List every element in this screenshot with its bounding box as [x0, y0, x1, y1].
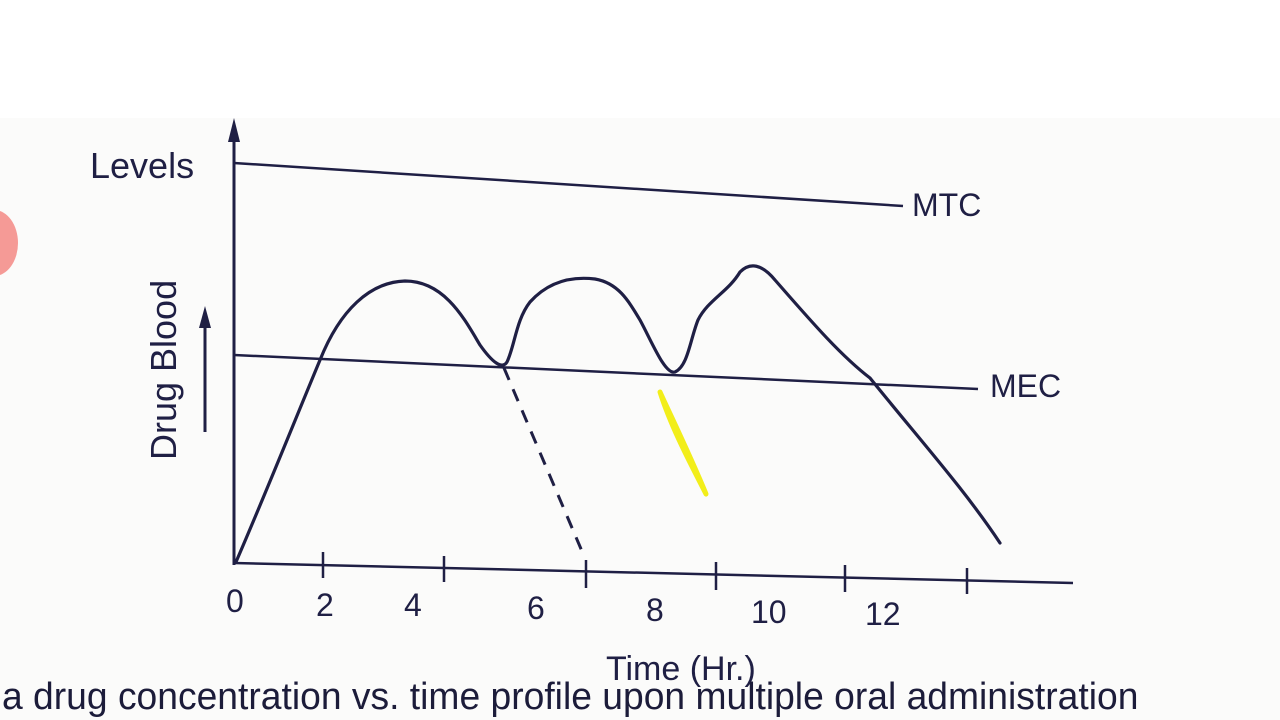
y-axis-arrow-icon: [228, 118, 240, 142]
x-tick-label-8: 8: [646, 592, 664, 628]
y-axis-label-drug-blood: Drug Blood: [143, 280, 184, 460]
x-tick-label-4: 4: [404, 587, 422, 623]
x-tick-label-2: 2: [316, 587, 334, 623]
figure-caption: a drug concentration vs. time profile up…: [2, 676, 1139, 718]
y-axis: [228, 118, 240, 565]
increase-arrow-icon: [199, 306, 211, 432]
x-tick-label-0: 0: [226, 583, 244, 619]
x-tick-label-6: 6: [527, 590, 545, 626]
x-tick-label-10: 10: [751, 594, 787, 630]
concentration-curve: [234, 264, 1002, 564]
pointer-cursor-icon: [0, 210, 18, 276]
mtc-line: [233, 161, 904, 208]
x-axis: [233, 552, 1074, 594]
x-tick-label-12: 12: [865, 596, 901, 632]
textbook-page: [0, 118, 1280, 720]
single-dose-dashed-line: [502, 367, 586, 557]
mec-label: MEC: [990, 368, 1061, 404]
y-axis-label-levels: Levels: [90, 145, 194, 186]
x-axis-label: Time (Hr.): [606, 650, 756, 688]
highlighter-stroke: [657, 389, 709, 497]
mec-line: [233, 353, 979, 391]
mtc-label: MTC: [912, 187, 981, 223]
